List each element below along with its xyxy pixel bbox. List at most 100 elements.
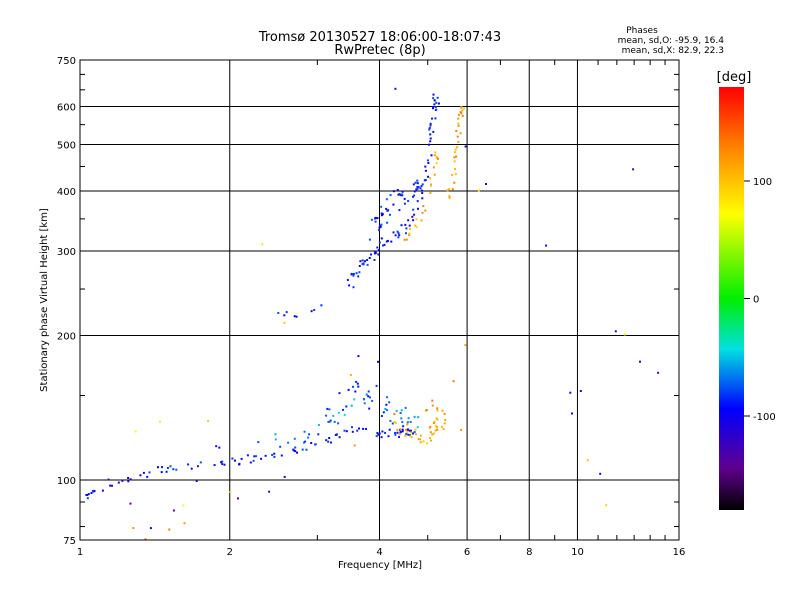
data-point: [452, 380, 455, 383]
data-point: [421, 189, 423, 192]
data-point: [325, 414, 328, 417]
data-point: [190, 467, 193, 470]
colorbar-ticks: 100 0 -100: [744, 177, 776, 423]
data-point: [395, 422, 397, 425]
data-point: [428, 128, 431, 131]
data-point: [409, 434, 411, 436]
data-point: [373, 252, 376, 255]
data-point: [348, 284, 351, 287]
data-point: [451, 173, 454, 176]
data-point: [213, 464, 216, 467]
data-point: [264, 454, 267, 457]
data-point: [183, 522, 186, 525]
chart-title: Tromsø 20130527 18:06:00-18:07:43: [258, 30, 501, 45]
x-tick-label: 16: [673, 547, 686, 558]
data-point: [408, 234, 411, 236]
data-point: [325, 439, 328, 442]
data-point: [406, 423, 409, 426]
data-point: [464, 145, 467, 148]
data-point: [274, 433, 277, 436]
data-point: [327, 420, 330, 423]
x-tick-label: 4: [376, 547, 382, 558]
data-point: [356, 382, 359, 385]
data-point: [407, 200, 410, 202]
data-point: [456, 146, 459, 149]
y-tick-label: 600: [57, 103, 76, 114]
data-point: [409, 227, 411, 230]
data-point: [165, 470, 168, 473]
data-point: [405, 232, 407, 235]
data-point: [436, 96, 439, 99]
data-point: [370, 218, 373, 221]
data-point: [464, 344, 467, 347]
data-point: [400, 417, 403, 420]
data-point: [371, 399, 374, 402]
data-point: [448, 195, 451, 198]
data-point: [454, 168, 456, 171]
data-point: [422, 205, 425, 208]
data-point: [280, 454, 283, 457]
data-point: [374, 220, 377, 223]
data-point: [345, 430, 348, 433]
data-point: [386, 396, 389, 399]
data-point: [434, 151, 437, 154]
data-point: [437, 157, 439, 160]
data-point: [427, 175, 430, 178]
data-point: [435, 156, 438, 158]
data-point: [257, 441, 260, 444]
data-point: [421, 197, 424, 200]
data-point: [434, 117, 437, 120]
data-point: [421, 211, 424, 214]
data-point: [446, 189, 449, 192]
data-point: [453, 151, 456, 154]
data-point: [432, 130, 435, 133]
data-point: [132, 527, 135, 530]
data-point: [435, 426, 438, 429]
data-point: [142, 471, 145, 474]
data-point: [457, 124, 460, 127]
data-point: [307, 436, 310, 439]
data-point: [310, 442, 313, 444]
data-point: [358, 271, 361, 274]
phases-x-line: mean, sd,X: 82.9, 22.3: [622, 46, 724, 56]
data-point: [454, 173, 457, 176]
data-point: [386, 239, 389, 242]
data-point: [431, 117, 433, 120]
data-point: [273, 452, 276, 455]
data-point: [415, 188, 418, 191]
data-point: [346, 279, 349, 281]
data-point: [417, 416, 420, 419]
data-point: [261, 243, 264, 246]
data-point: [396, 230, 399, 233]
data-point: [382, 244, 384, 247]
data-point: [149, 527, 152, 530]
data-point: [349, 374, 352, 376]
data-point: [375, 384, 378, 387]
data-point: [385, 240, 388, 243]
data-point: [435, 162, 438, 165]
data-point: [416, 182, 419, 185]
data-point: [453, 156, 456, 159]
grid-lines: [80, 60, 679, 540]
data-point: [379, 225, 382, 228]
data-point: [454, 148, 457, 151]
data-point: [304, 440, 307, 443]
data-point: [435, 417, 438, 420]
data-point: [409, 429, 411, 432]
data-point: [424, 165, 427, 168]
data-point: [139, 474, 142, 477]
data-point: [283, 475, 286, 478]
data-point: [196, 465, 199, 468]
data-point: [393, 413, 396, 415]
data-point: [293, 437, 296, 440]
data-point: [407, 433, 410, 436]
data-point: [385, 207, 388, 210]
data-point: [396, 428, 399, 431]
data-point: [392, 203, 395, 206]
data-point: [394, 234, 397, 237]
data-point: [337, 422, 340, 425]
data-point: [393, 421, 396, 424]
data-point: [333, 420, 336, 423]
data-point: [364, 260, 366, 263]
